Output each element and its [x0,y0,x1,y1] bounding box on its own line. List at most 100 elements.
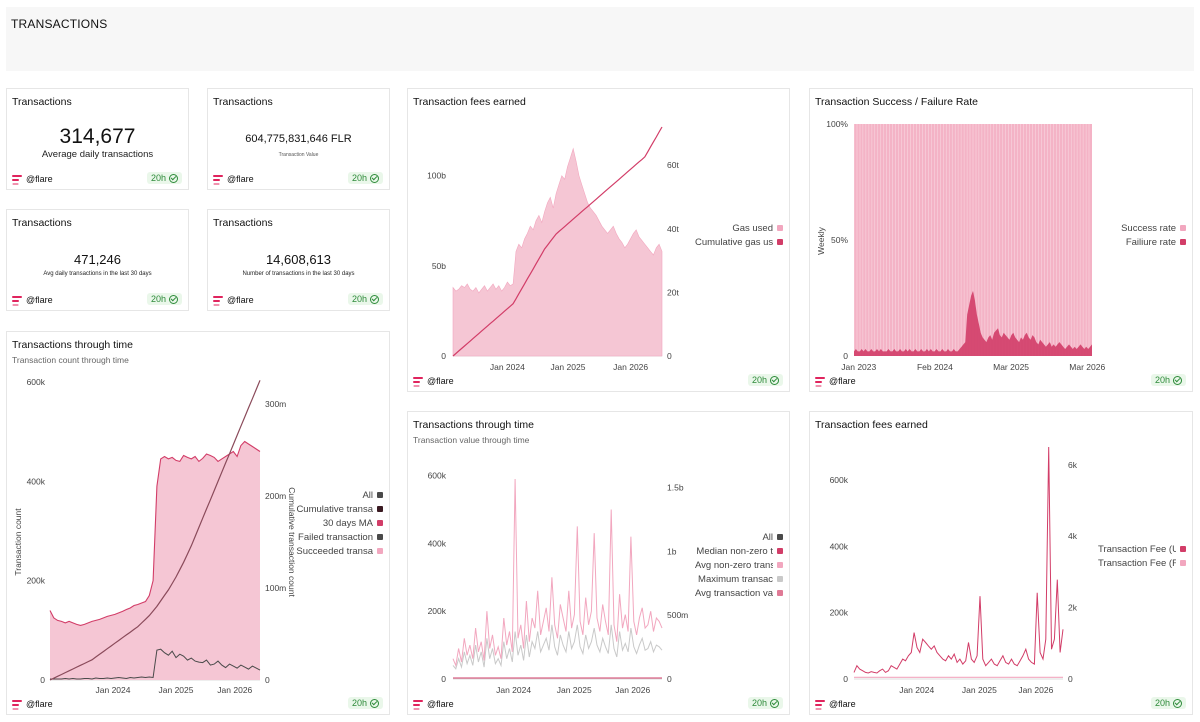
x-tick-label: Mar 2025 [993,362,1029,372]
legend-item[interactable]: All [695,530,783,544]
kpi-label: Number of transactions in the last 30 da… [242,271,355,277]
freshness-label: 20h [351,173,367,183]
brand-link[interactable]: @flare [815,376,856,386]
card-title: Transaction fees earned [413,96,526,108]
series-line-fee-usd [853,446,1064,674]
y2-tick-label: 500m [667,610,688,620]
freshness-label: 20h [1154,375,1170,385]
y-tick-label: 600k [428,471,447,481]
brand-link[interactable]: @flare [815,699,856,709]
chart-legend: Gas used Cumulative gas us [695,221,783,249]
legend-item[interactable]: Transaction Fee (F [1098,556,1186,570]
card-title: Transactions through time [413,419,535,431]
series-line-avg-non-zero [452,478,663,668]
card-subtitle: Transaction count through time [12,355,129,365]
check-circle-icon [1173,375,1182,385]
x-tick-label: Mar 2026 [1069,362,1105,372]
y-tick-label: 400k [830,541,849,551]
y2-tick-label: 0 [1068,674,1073,684]
legend-item[interactable]: Avg transaction va [695,586,783,600]
card-title: Transactions [213,96,273,108]
y2-tick-label: 1b [667,546,677,556]
chart-card-fees-2: Transaction fees earned 0 200k 400k 600k 0 2k… [809,411,1193,715]
legend-swatch [777,534,783,540]
x-tick-label: Jan 2023 [841,362,876,372]
series-line-cumulative-gas [452,126,663,357]
card-title: Transactions [12,96,72,108]
x-tick-label: Jan 2026 [613,362,648,372]
brand-link[interactable]: @flare [213,174,254,184]
brand-link[interactable]: @flare [12,699,53,709]
legend-swatch [1180,546,1186,552]
flare-logo-icon [213,295,223,305]
y-tick-label: 0 [843,674,848,684]
freshness-label: 20h [351,294,367,304]
brand-link[interactable]: @flare [12,174,53,184]
legend-swatch [777,548,783,554]
y2-tick-label: 2k [1068,603,1078,613]
kpi-value: 604,775,831,646 FLR [245,133,352,145]
y-tick-label: 50b [432,261,446,271]
legend-item[interactable]: Maximum transac [695,572,783,586]
legend-item[interactable]: Avg non-zero trans [695,558,783,572]
kpi-card-30d-count: Transactions 14,608,613 Number of transa… [207,209,390,311]
legend-label: Cumulative gas us [695,236,773,248]
legend-label: Gas used [732,222,773,234]
freshness-badge: 20h [347,293,383,305]
check-circle-icon [770,698,779,708]
brand-label: @flare [227,174,254,184]
series-line-cumulative [49,380,261,681]
y-tick-label: 0 [40,675,45,685]
flare-logo-icon [815,376,825,386]
kpi-label: Avg daily transactions in the last 30 da… [43,271,152,277]
y2-tick-label: 60t [667,160,679,170]
legend-label: 30 days MA [322,517,373,529]
flare-logo-icon [12,295,22,305]
legend-label: Failiure rate [1125,236,1176,248]
legend-swatch [377,520,383,526]
y-tick-label: 0 [441,674,446,684]
kpi-label: Average daily transactions [41,149,154,160]
legend-swatch [1180,225,1186,231]
legend-item[interactable]: Median non-zero t [695,544,783,558]
legend-label: Median non-zero t [696,545,773,557]
legend-item[interactable]: Cumulative gas us [695,235,783,249]
chart-legend: Transaction Fee (U Transaction Fee (F [1098,542,1186,570]
legend-item[interactable]: 30 days MA [296,516,383,530]
legend-item[interactable]: Cumulative transa [296,502,383,516]
legend-item[interactable]: Failed transaction [296,530,383,544]
legend-item[interactable]: Gas used [695,221,783,235]
y2-tick-label: 300m [265,399,286,409]
freshness-badge: 20h [347,172,383,184]
series-line-maximum [452,624,663,670]
y2-tick-label: 40t [667,224,679,234]
legend-item[interactable]: Succeeded transa [296,544,383,558]
series-line-30d-ma [49,440,261,626]
check-circle-icon [370,294,379,304]
check-circle-icon [770,375,779,385]
legend-swatch [777,225,783,231]
legend-item[interactable]: Failiure rate [1121,235,1186,249]
check-circle-icon [169,294,178,304]
legend-item[interactable]: All [296,488,383,502]
brand-link[interactable]: @flare [12,295,53,305]
y2-tick-label: 0 [265,675,270,685]
y-tick-label: 600k [830,475,849,485]
freshness-label: 20h [1154,698,1170,708]
brand-link[interactable]: @flare [213,295,254,305]
legend-item[interactable]: Transaction Fee (U [1098,542,1186,556]
y-axis-label: Weekly [816,226,826,254]
page-header: TRANSACTIONS [6,7,1194,71]
chart-card-fees-1: Transaction fees earned 0 50b 100b 0 20t 40t 6… [407,88,790,392]
brand-link[interactable]: @flare [413,376,454,386]
brand-label: @flare [829,699,856,709]
freshness-label: 20h [150,173,166,183]
legend-label: Success rate [1121,222,1176,234]
legend-swatch [377,492,383,498]
brand-link[interactable]: @flare [413,699,454,709]
card-title: Transactions [213,217,273,229]
legend-item[interactable]: Success rate [1121,221,1186,235]
card-title: Transactions through time [12,339,134,351]
y2-tick-label: 4k [1068,531,1078,541]
legend-label: All [362,489,373,501]
